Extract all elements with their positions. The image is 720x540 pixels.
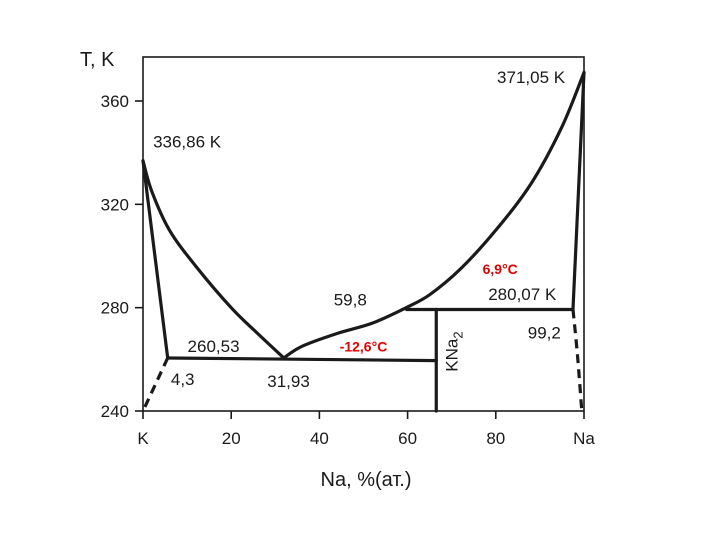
y-tick-label-1: 280	[101, 299, 129, 318]
phase-lines	[141, 70, 586, 413]
y-tick-label-2: 320	[101, 195, 129, 214]
y-tick-label-3: 360	[101, 92, 129, 111]
phase-line-6	[571, 70, 586, 312]
compound-label: KNa2	[443, 331, 466, 371]
tick-marks	[135, 100, 585, 419]
annotation-3: 59,8	[334, 291, 367, 310]
annotation-1: 336,86 K	[153, 133, 222, 152]
plot-frame	[142, 56, 585, 412]
x-tick-label-0: K	[137, 429, 149, 448]
annotation-5: 99,2	[528, 324, 561, 343]
x-tick-label-2: 40	[310, 429, 329, 448]
annotation-0: 371,05 K	[497, 68, 566, 87]
annotation-6: 260,53	[188, 337, 240, 356]
phase-line-4	[166, 356, 438, 363]
phase-line-5	[141, 159, 170, 360]
x-tick-label-3: 60	[398, 429, 417, 448]
phase-line-2	[405, 70, 586, 310]
dashed-line-0	[141, 357, 170, 412]
annotation-2: 6,9°C	[483, 261, 518, 277]
phase-line-1	[282, 305, 409, 360]
annotation-9: 31,93	[267, 372, 310, 391]
y-axis-label: T, K	[80, 49, 115, 71]
annotations: 371,05 K 336,86 K 6,9°C 59,8 280,07 K 99,2 260…	[153, 68, 566, 391]
x-axis-label: Na, %(ат.)	[321, 469, 412, 491]
phase-line-0	[141, 159, 286, 360]
annotation-7: -12,6°C	[340, 339, 388, 355]
x-tick-label-4: 80	[486, 429, 505, 448]
annotation-8: 4,3	[171, 370, 195, 389]
tick-labels: K 20 40 60 80 Na 240 280 320 360	[101, 92, 596, 448]
y-tick-label-0: 240	[101, 402, 129, 421]
x-tick-label-5: Na	[573, 429, 595, 448]
x-tick-label-1: 20	[222, 429, 241, 448]
annotation-4: 280,07 K	[488, 285, 557, 304]
